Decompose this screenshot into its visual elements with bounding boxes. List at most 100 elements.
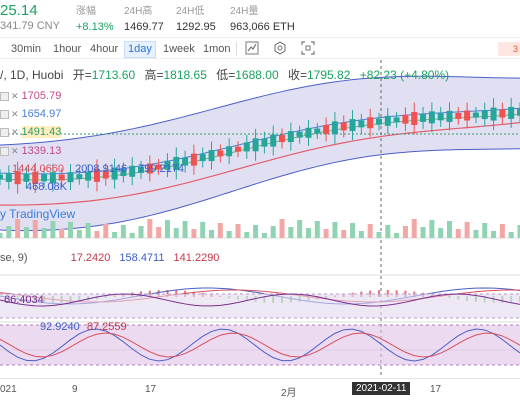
stat-change: 涨幅 +8.13% [76, 2, 114, 33]
tab-1mon[interactable]: 1mon [203, 43, 231, 55]
notification-badge[interactable]: 3 [498, 42, 520, 56]
candle [393, 117, 400, 123]
candle [402, 114, 409, 124]
close-icon[interactable]: ✕ [11, 145, 19, 156]
candle [155, 164, 162, 170]
kdj-d-value: 87.2559 [86, 321, 127, 333]
candle [287, 131, 294, 143]
candle [120, 169, 127, 177]
macd-label: se, 9) [0, 252, 28, 264]
volume-bar [76, 230, 82, 238]
close-icon[interactable]: ✕ [11, 108, 19, 119]
candle [375, 118, 382, 125]
rsi-value: 66.4034 [4, 294, 44, 306]
candle [164, 160, 171, 170]
indicator-icon[interactable] [244, 41, 260, 57]
candle [490, 107, 497, 121]
candle [517, 108, 520, 116]
volume-bar [6, 226, 12, 238]
volume-bar [147, 219, 153, 238]
candle [243, 142, 250, 152]
volume-bar [235, 224, 241, 238]
volume-bar [173, 228, 179, 238]
candle [0, 174, 3, 180]
candle [208, 150, 215, 162]
candle [446, 110, 453, 122]
candle [314, 128, 321, 134]
candle [305, 127, 312, 138]
candle [323, 124, 330, 134]
tab-30min[interactable]: 30min [11, 43, 41, 55]
candle [472, 112, 479, 118]
visibility-checkbox[interactable] [0, 127, 9, 137]
visibility-checkbox[interactable] [0, 146, 9, 156]
overlay-row-boll-lower: ✕ 1491.43 [0, 126, 62, 138]
boll-lower-value: 1491.43 [21, 126, 62, 138]
volume-bar [517, 225, 520, 238]
volume-bar [164, 220, 170, 238]
volume-bar [209, 230, 215, 238]
legend-open: 1713.60 [91, 68, 136, 82]
legend-symbol: /, 1D, Huobi [0, 68, 64, 82]
candle [420, 113, 427, 122]
macd-value-2: 158.4711 [119, 252, 165, 264]
settings-icon[interactable] [272, 41, 288, 57]
fullscreen-icon[interactable] [300, 41, 316, 57]
candle [199, 154, 206, 162]
visibility-checkbox[interactable] [0, 109, 9, 119]
ohlc-legend: /, 1D, Huobi 开=1713.60 高=1818.65 低=1688.… [0, 66, 455, 83]
volume-bar [455, 229, 461, 238]
candle [76, 174, 83, 180]
rsi-line [0, 293, 520, 307]
toolbar-separator [236, 42, 237, 56]
volume-bar [23, 227, 29, 238]
candle [32, 171, 39, 184]
close-icon[interactable]: ✕ [11, 126, 19, 137]
volume-bar [261, 233, 267, 238]
price-chart[interactable] [0, 60, 520, 378]
candle [146, 163, 153, 174]
volume-bar [446, 221, 452, 238]
volume-bar [402, 226, 408, 238]
candle [173, 156, 180, 170]
last-price: 25.14 [0, 2, 38, 19]
tab-1day[interactable]: 1day [124, 41, 156, 58]
overlay-row-ma-values: 1444.0660 2008.9146 799.2174 [0, 163, 184, 175]
volume-bar [50, 221, 56, 238]
overlay-row-boll-upper: ✕ 1705.79 [0, 90, 61, 102]
volume-bar [358, 231, 364, 238]
volume-bar [279, 219, 285, 238]
candle [58, 174, 65, 181]
close-icon[interactable]: ✕ [11, 90, 19, 101]
bollinger-band [0, 76, 520, 231]
kdj-legend: 92.9240 87.2559 [40, 321, 127, 333]
volume-bar [508, 232, 514, 238]
kdj-d-line [0, 332, 520, 358]
macd-value-1: 17.2420 [70, 252, 111, 264]
candle [85, 171, 92, 181]
macd-histogram-bar [369, 290, 372, 297]
tab-1hour[interactable]: 1hour [53, 43, 82, 55]
stat-change-label: 涨幅 [76, 6, 96, 17]
candle [93, 168, 100, 182]
volume-bar [499, 224, 505, 238]
volume-bar [394, 233, 400, 238]
stat-change-value: +8.13% [76, 21, 114, 33]
volume-bar [217, 223, 223, 238]
tab-1week[interactable]: 1week [163, 43, 195, 55]
ma-c-value: 2008.9146 [75, 163, 128, 175]
visibility-checkbox[interactable] [0, 91, 9, 101]
tradingview-logo[interactable]: y TradingView [0, 207, 76, 221]
candle [23, 173, 30, 182]
legend-high-label: 高= [144, 68, 164, 82]
x-tick: 2月 [281, 388, 297, 399]
volume-bar [200, 222, 206, 238]
candle [182, 157, 189, 166]
boll-mid-value: 1654.97 [21, 108, 62, 120]
volume-bar [182, 221, 188, 238]
chart-canvas[interactable] [0, 60, 520, 378]
volume-bar [288, 227, 294, 238]
candle [349, 119, 356, 132]
volume-bar [226, 231, 232, 238]
tab-4hour[interactable]: 4hour [90, 43, 119, 55]
